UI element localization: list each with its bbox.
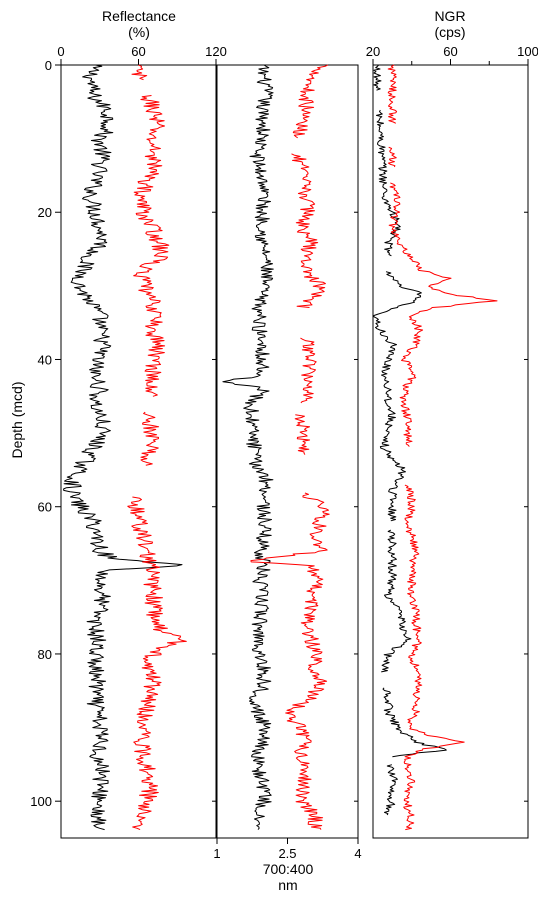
series-line-red <box>292 64 328 139</box>
series-line-red <box>300 337 317 404</box>
x-tick-label: 20 <box>366 44 380 59</box>
panel-2: 20 60 100 <box>366 44 538 839</box>
x-tick-label: 60 <box>131 44 145 59</box>
series-line-red <box>133 95 170 397</box>
series-line-black <box>381 529 412 673</box>
panel-frame <box>216 64 359 839</box>
series-line-red <box>294 414 311 455</box>
series-line-black <box>376 109 401 257</box>
depth-tick-label: 100 <box>30 794 52 809</box>
series-line-red <box>291 153 326 308</box>
series-line-red <box>387 146 397 168</box>
series-line-red <box>403 484 465 831</box>
depth-axis-label: Depth (mcd) <box>9 381 25 458</box>
panel-title-reflectance: Reflectance <box>102 8 176 24</box>
panel-title-ngr: NGR <box>434 8 465 24</box>
series-line-black <box>382 687 447 758</box>
depth-tick-label: 80 <box>38 647 52 662</box>
ratio-axis-unit: nm <box>278 877 297 893</box>
panel-unit-reflectance: (%) <box>128 24 150 40</box>
depth-tick-label: 40 <box>38 352 52 367</box>
x-tick-label: 0 <box>57 44 64 59</box>
series-line-red <box>127 496 187 831</box>
series-line-red <box>387 64 398 124</box>
x-tick-label: 1 <box>213 846 220 861</box>
x-tick-label: 2.5 <box>278 846 296 861</box>
x-tick-label: 4 <box>354 846 361 861</box>
x-tick-label: 60 <box>443 44 457 59</box>
depth-tick-label: 20 <box>38 205 52 220</box>
panel-0: 0 60 120 <box>57 44 227 839</box>
depth-tick-label: 0 <box>45 58 52 73</box>
series-line-black <box>373 64 382 91</box>
series-line-red <box>140 411 160 466</box>
ratio-axis-label: 700:400 <box>263 861 314 877</box>
panel-unit-ngr: (cps) <box>434 24 465 40</box>
series-line-black <box>384 764 398 816</box>
series-line-red <box>250 492 330 830</box>
series-line-black <box>63 64 183 831</box>
x-tick-label: 100 <box>517 44 538 59</box>
series-line-red <box>388 182 498 447</box>
series-line-red <box>131 64 148 81</box>
series-line-black <box>222 64 274 830</box>
series-line-black <box>373 271 422 522</box>
x-tick-label: 120 <box>205 44 227 59</box>
panel-1: 1 2.5 4 <box>213 64 362 861</box>
depth-tick-label: 60 <box>38 500 52 515</box>
